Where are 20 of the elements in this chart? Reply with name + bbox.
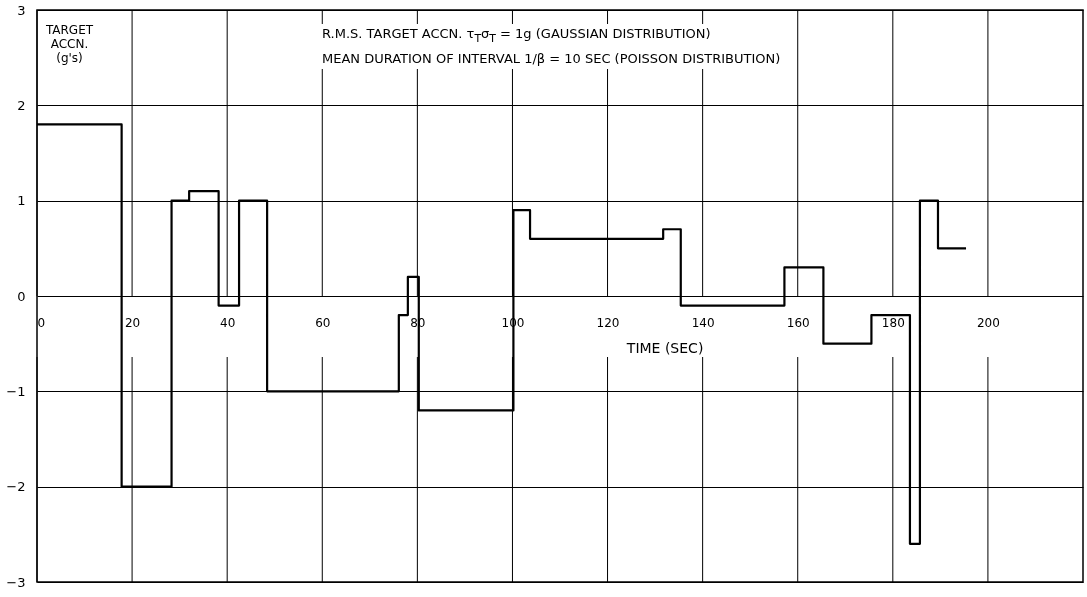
y-tick-label: −1 — [6, 383, 26, 399]
annotation: R.M.S. TARGET ACCN. τ$_{T}$σ$_{T}$ = 1g (GAUSSIAN DISTRIBUTION) — [322, 25, 712, 47]
annotation: MEAN DURATION OF INTERVAL 1/β = 10 SEC (POISSON DISTRIBUTION) — [322, 49, 781, 68]
x-tick-label: 160 — [786, 315, 810, 330]
y-tick-label: −3 — [6, 574, 26, 590]
y-tick-label: 0 — [17, 288, 26, 304]
y-tick-label: −2 — [6, 479, 26, 495]
y-tick-label: 3 — [17, 2, 26, 18]
y-tick-label: 2 — [17, 97, 26, 113]
x-tick-label: 180 — [881, 315, 905, 330]
x-tick-label: 20 — [124, 315, 141, 330]
x-tick-label: 120 — [596, 315, 620, 330]
x-axis-title: TIME (SEC) — [625, 339, 704, 356]
x-tick-label: 0 — [37, 315, 46, 330]
x-tick-label: 40 — [220, 315, 236, 330]
y-tick-label: 1 — [17, 193, 26, 209]
x-tick-label: 140 — [691, 315, 715, 330]
x-tick-label: 60 — [315, 315, 331, 330]
x-tick-label: 200 — [976, 315, 1000, 330]
y-axis-title: TARGET ACCN. (g's) — [44, 22, 94, 65]
